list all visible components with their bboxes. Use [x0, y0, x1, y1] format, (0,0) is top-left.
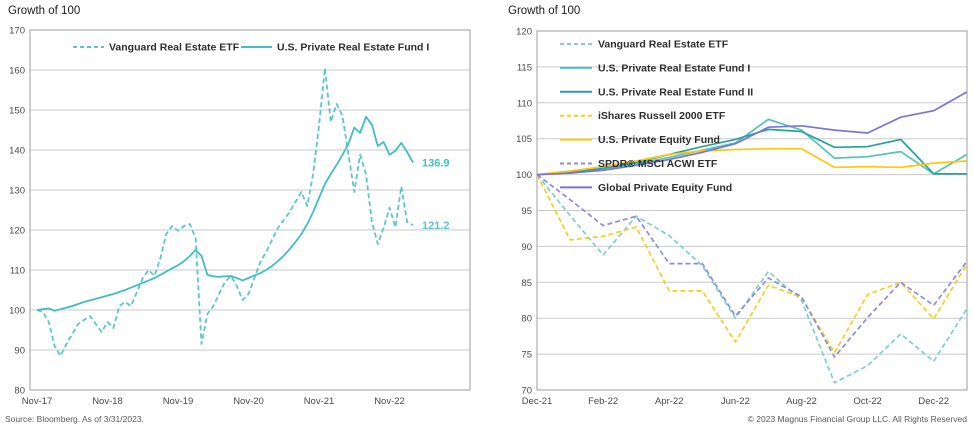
y-axis-tick-label: 90 — [14, 346, 25, 357]
x-axis-tick-label: Dec-21 — [522, 396, 553, 407]
series-line-solid — [36, 115, 414, 312]
line-chart-canvas-left: Growth of 100 80 90 100 110 120 130 140 150 160 1… — [8, 5, 471, 407]
series-line-dashed — [536, 174, 968, 384]
x-axis-tick-label: Oct-22 — [853, 396, 882, 407]
legend-item-label: U.S. Private Equity Fund — [598, 134, 720, 146]
x-axis-tick-label: Nov-22 — [374, 396, 405, 407]
y-axis-tick-label: 80 — [521, 314, 532, 325]
y-axis-tick-label: 115 — [517, 62, 532, 73]
y-axis-tick-label: 110 — [517, 98, 532, 109]
growth-chart-multi-asset: Growth of 100 70 75 80 85 90 95 100 105 110 115 12… — [500, 0, 973, 434]
y-axis-tick-label: 100 — [9, 306, 25, 317]
legend-item-label: iShares Russell 2000 ETF — [598, 110, 726, 122]
legend-item-label: U.S. Private Real Estate Fund I — [598, 62, 750, 74]
x-axis-tick-label: Feb-22 — [588, 396, 618, 407]
y-axis-tick-label: 105 — [516, 134, 532, 145]
y-axis-tick-label: 110 — [10, 266, 25, 277]
legend-item-label: SPDR® MSCI ACWI ETF — [598, 158, 718, 170]
y-axis-tick-label: 120 — [9, 226, 25, 237]
y-axis-tick-label: 130 — [9, 186, 25, 197]
y-axis-tick-label: 70 — [521, 386, 532, 397]
source-note: Source: Bloomberg. As of 3/31/2023. — [5, 414, 144, 424]
series-line-dashed — [536, 174, 968, 354]
legend-item-label: Vanguard Real Estate ETF — [109, 42, 240, 54]
y-axis-tick-label: 140 — [9, 146, 25, 157]
y-axis-tick-label: 160 — [9, 66, 25, 77]
y-axis-tick-label: 100 — [516, 170, 532, 181]
series-line-solid — [536, 118, 968, 176]
line-chart-canvas-right: Growth of 100 70 75 80 85 90 95 100 105 110 115 12… — [508, 5, 968, 407]
series-line-solid — [536, 91, 968, 176]
x-axis-tick-label: Aug-22 — [786, 396, 817, 407]
x-axis-tick-label: Jun-22 — [721, 396, 750, 407]
plot-border — [536, 30, 968, 391]
series-end-value-label: 136.9 — [422, 157, 450, 169]
series-line-solid — [536, 147, 967, 176]
legend-item-label: Vanguard Real Estate ETF — [598, 39, 729, 51]
series-line-dashed — [36, 67, 414, 357]
plot-border — [29, 29, 471, 391]
chart-title: Growth of 100 — [508, 5, 580, 17]
y-axis-tick-label: 120 — [516, 27, 532, 38]
x-axis-tick-label: Nov-20 — [233, 396, 264, 407]
x-axis-tick-label: Dec-22 — [918, 396, 949, 407]
y-axis-tick-label: 85 — [521, 278, 532, 289]
y-axis-tick-label: 90 — [521, 242, 532, 253]
y-axis-tick-label: 95 — [521, 206, 532, 217]
series-line-solid — [536, 128, 967, 176]
chart-title: Growth of 100 — [8, 5, 80, 17]
x-axis-tick-label: Nov-17 — [22, 396, 53, 407]
x-axis-tick-label: Nov-21 — [304, 396, 335, 407]
legend-item-label: U.S. Private Real Estate Fund I — [277, 42, 429, 54]
y-axis-tick-label: 150 — [9, 106, 25, 117]
series-end-value-label: 121.2 — [422, 220, 450, 232]
y-axis-tick-label: 80 — [14, 386, 25, 397]
copyright-note: © 2023 Magnus Financial Group LLC. All R… — [747, 414, 967, 424]
legend-item-label: U.S. Private Real Estate Fund II — [598, 86, 753, 98]
x-axis-tick-label: Nov-18 — [92, 396, 123, 407]
legend-item-label: Global Private Equity Fund — [598, 182, 732, 194]
growth-chart-private-vs-public-re: Growth of 100 80 90 100 110 120 130 140 150 160 1… — [0, 0, 480, 434]
x-axis-tick-label: Apr-22 — [655, 396, 684, 407]
series-line-dashed — [536, 173, 968, 358]
y-axis-tick-label: 170 — [9, 26, 25, 37]
x-axis-tick-label: Nov-19 — [163, 396, 194, 407]
y-axis-tick-label: 75 — [521, 350, 532, 361]
